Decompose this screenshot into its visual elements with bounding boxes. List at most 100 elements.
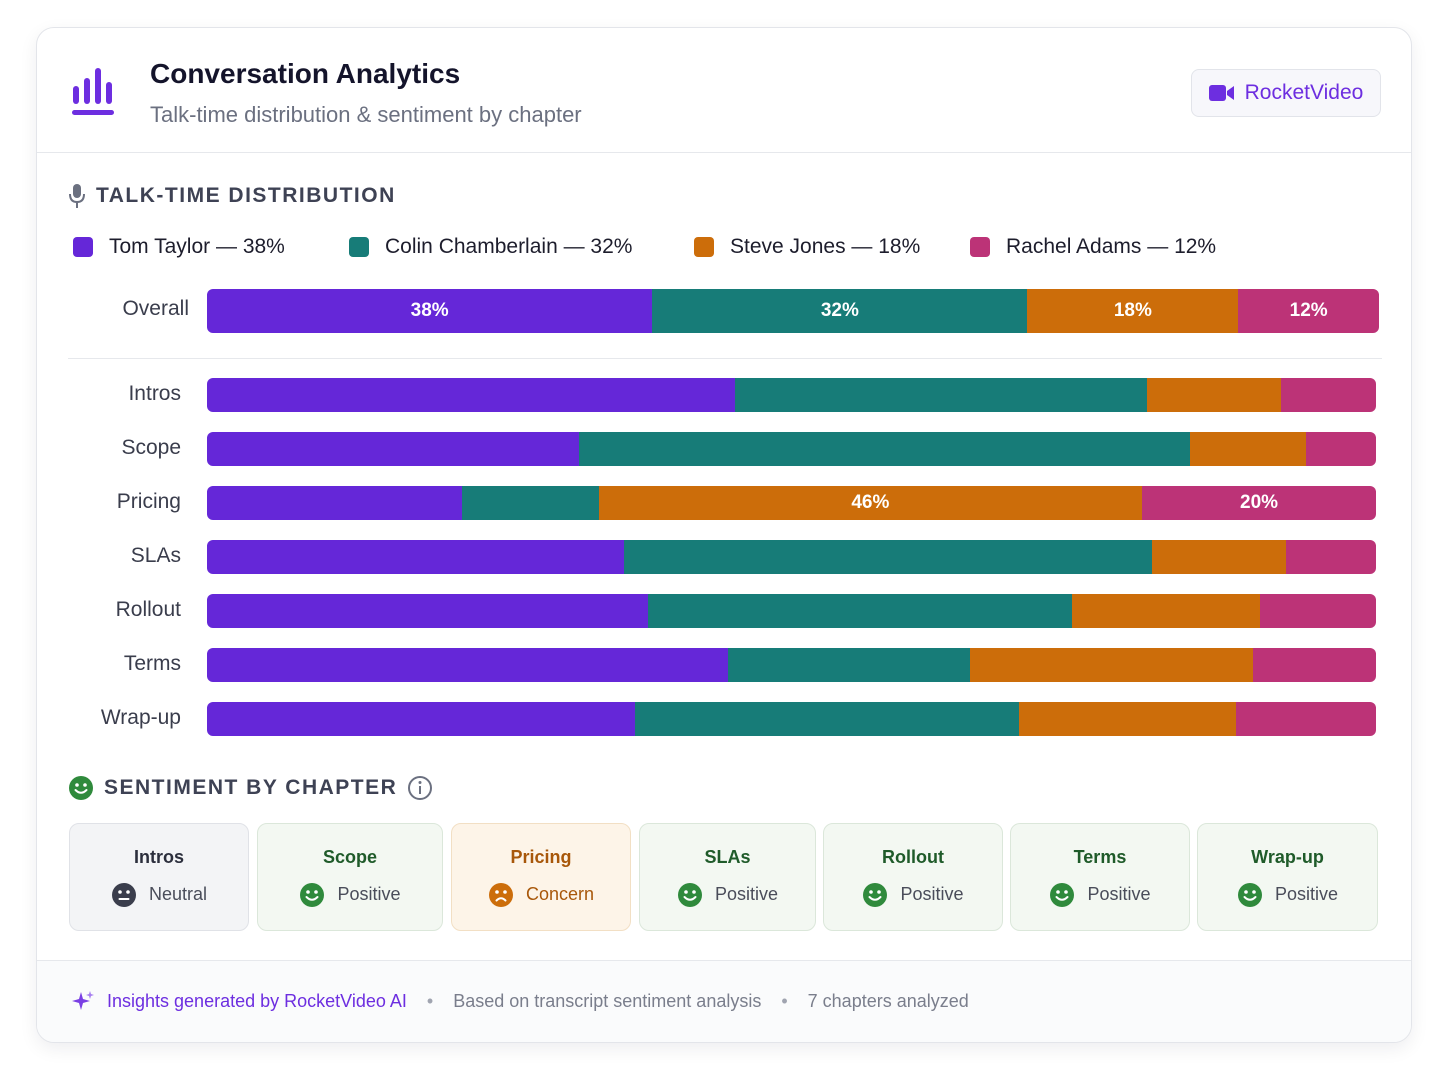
- bar-segment-rachel[interactable]: [1253, 648, 1376, 682]
- legend-item-steve: Steve Jones — 18%: [694, 235, 920, 259]
- legend-label: Colin Chamberlain — 32%: [385, 235, 633, 258]
- bar-segment-rachel[interactable]: 12%: [1238, 289, 1379, 333]
- bar-segment-steve[interactable]: [1190, 432, 1306, 466]
- talk-time-heading: TALK-TIME DISTRIBUTION: [68, 183, 396, 209]
- info-icon[interactable]: [407, 775, 433, 801]
- bar-segment-steve[interactable]: [970, 648, 1254, 682]
- row-label: Wrap-up: [100, 706, 181, 729]
- bar-segment-rachel[interactable]: 20%: [1142, 486, 1376, 520]
- ai-insights: Insights generated by RocketVideo AI: [71, 990, 407, 1014]
- smiley-icon: [69, 776, 93, 800]
- sentiment-card[interactable]: Wrap-up Positive: [1197, 823, 1378, 931]
- sentiment-state: Neutral: [111, 882, 207, 908]
- sentiment-label: Neutral: [148, 884, 208, 904]
- sentiment-card[interactable]: Scope Positive: [257, 823, 443, 931]
- footer-basis: Based on transcript sentiment analysis: [453, 991, 762, 1011]
- legend-swatch: [73, 237, 93, 257]
- bar-segment-colin[interactable]: [735, 378, 1147, 412]
- sentiment-card[interactable]: Rollout Positive: [823, 823, 1003, 931]
- talk-time-chart: Overall 38% 32% 18% 12% Intros Scope Pricing 46%…: [37, 28, 1411, 1042]
- bar-segment-steve[interactable]: [1151, 540, 1286, 574]
- sad-face-icon: [488, 882, 513, 907]
- bar-segment-colin[interactable]: [647, 594, 1073, 628]
- sentiment-card[interactable]: Pricing Concern: [451, 823, 631, 931]
- rocketvideo-button[interactable]: RocketVideo: [1191, 69, 1381, 117]
- bar-segment-tom[interactable]: [207, 540, 625, 574]
- brand-label: RocketVideo: [1244, 81, 1364, 104]
- bar-segment-colin[interactable]: 32%: [652, 289, 1028, 333]
- sentiment-label: Positive: [1087, 884, 1151, 904]
- bar-segment-rachel[interactable]: [1235, 702, 1376, 736]
- sentiment-label: Concern: [525, 884, 595, 904]
- footer-count: 7 chapters analyzed: [807, 991, 969, 1011]
- sentiment-state: Positive: [1049, 882, 1151, 908]
- bar-segment-rachel[interactable]: [1260, 594, 1376, 628]
- bar-segment-colin[interactable]: [578, 432, 1191, 466]
- bar-segment-colin[interactable]: [728, 648, 971, 682]
- row-label: Terms: [123, 652, 181, 675]
- bar-segment-steve[interactable]: 18%: [1027, 289, 1239, 333]
- sentiment-card[interactable]: Intros Neutral: [69, 823, 249, 931]
- happy-face-icon: [300, 882, 325, 907]
- ai-label: Insights generated by RocketVideo AI: [107, 991, 407, 1011]
- sentiment-chapter-name: Intros: [133, 846, 184, 867]
- video-camera-icon: [1208, 85, 1234, 101]
- happy-face-icon: [863, 882, 888, 907]
- neutral-face-icon: [111, 882, 136, 907]
- talk-time-title: TALK-TIME DISTRIBUTION: [96, 184, 396, 207]
- sentiment-card[interactable]: SLAs Positive: [639, 823, 816, 931]
- bar-segment-tom[interactable]: [207, 432, 579, 466]
- legend-label: Rachel Adams — 12%: [1006, 235, 1217, 258]
- bar-segment-colin[interactable]: [461, 486, 599, 520]
- chapter-bar: [207, 540, 1376, 574]
- bar-segment-colin[interactable]: [634, 702, 1020, 736]
- bar-segment-tom[interactable]: [207, 702, 635, 736]
- sentiment-chapter-name: Rollout: [882, 846, 944, 867]
- bar-chart-icon: [72, 68, 114, 115]
- bar-segment-tom[interactable]: [207, 648, 729, 682]
- sentiment-state: Positive: [1237, 882, 1338, 908]
- sentiment-state: Positive: [299, 882, 401, 908]
- happy-face-icon: [1050, 882, 1075, 907]
- bar-segment-steve[interactable]: [1019, 702, 1236, 736]
- bar-segment-colin[interactable]: [624, 540, 1152, 574]
- bar-segment-steve[interactable]: 46%: [598, 486, 1143, 520]
- sentiment-chapter-name: Scope: [322, 846, 378, 867]
- row-label: SLAs: [130, 544, 181, 567]
- bar-segment-rachel[interactable]: [1305, 432, 1376, 466]
- chapter-bar: [207, 432, 1376, 466]
- chapter-bar: [207, 702, 1376, 736]
- legend-swatch: [694, 237, 714, 257]
- sentiment-label: Positive: [900, 884, 964, 904]
- bar-segment-tom[interactable]: [207, 378, 736, 412]
- bar-segment-rachel[interactable]: [1285, 540, 1376, 574]
- bar-segment-steve[interactable]: [1146, 378, 1282, 412]
- bar-segment-rachel[interactable]: [1281, 378, 1376, 412]
- bar-segment-tom[interactable]: [207, 594, 648, 628]
- chapter-bar: [207, 378, 1376, 412]
- legend-item-tom: Tom Taylor — 38%: [73, 235, 285, 259]
- sparkle-icon: [72, 990, 94, 1010]
- bar-segment-tom[interactable]: [207, 486, 462, 520]
- row-label: Overall: [122, 297, 189, 320]
- chart-legend: Tom Taylor — 38% Colin Chamberlain — 32%…: [73, 235, 1373, 265]
- sentiment-grid: Intros Neutral Scope Positive Pricing Concern…: [69, 823, 1379, 931]
- sentiment-title: SENTIMENT BY CHAPTER: [104, 776, 398, 799]
- row-label: Intros: [128, 382, 181, 405]
- page-subtitle: Talk-time distribution & sentiment by ch…: [150, 102, 582, 127]
- sentiment-label: Positive: [1274, 884, 1339, 904]
- sentiment-state: Positive: [677, 882, 778, 908]
- happy-face-icon: [677, 882, 702, 907]
- section-divider: [68, 358, 1382, 359]
- happy-face-icon: [1237, 882, 1262, 907]
- row-label: Scope: [121, 436, 181, 459]
- sentiment-heading: SENTIMENT BY CHAPTER: [68, 775, 433, 801]
- sentiment-label: Positive: [714, 884, 779, 904]
- bar-segment-tom[interactable]: 38%: [207, 289, 653, 333]
- chapter-bar: 46% 20%: [207, 486, 1376, 520]
- card-header: Conversation Analytics Talk-time distrib…: [37, 28, 1411, 153]
- sentiment-state: Concern: [488, 882, 594, 908]
- sentiment-card[interactable]: Terms Positive: [1010, 823, 1190, 931]
- bar-segment-steve[interactable]: [1072, 594, 1261, 628]
- sentiment-chapter-name: Pricing: [510, 846, 572, 867]
